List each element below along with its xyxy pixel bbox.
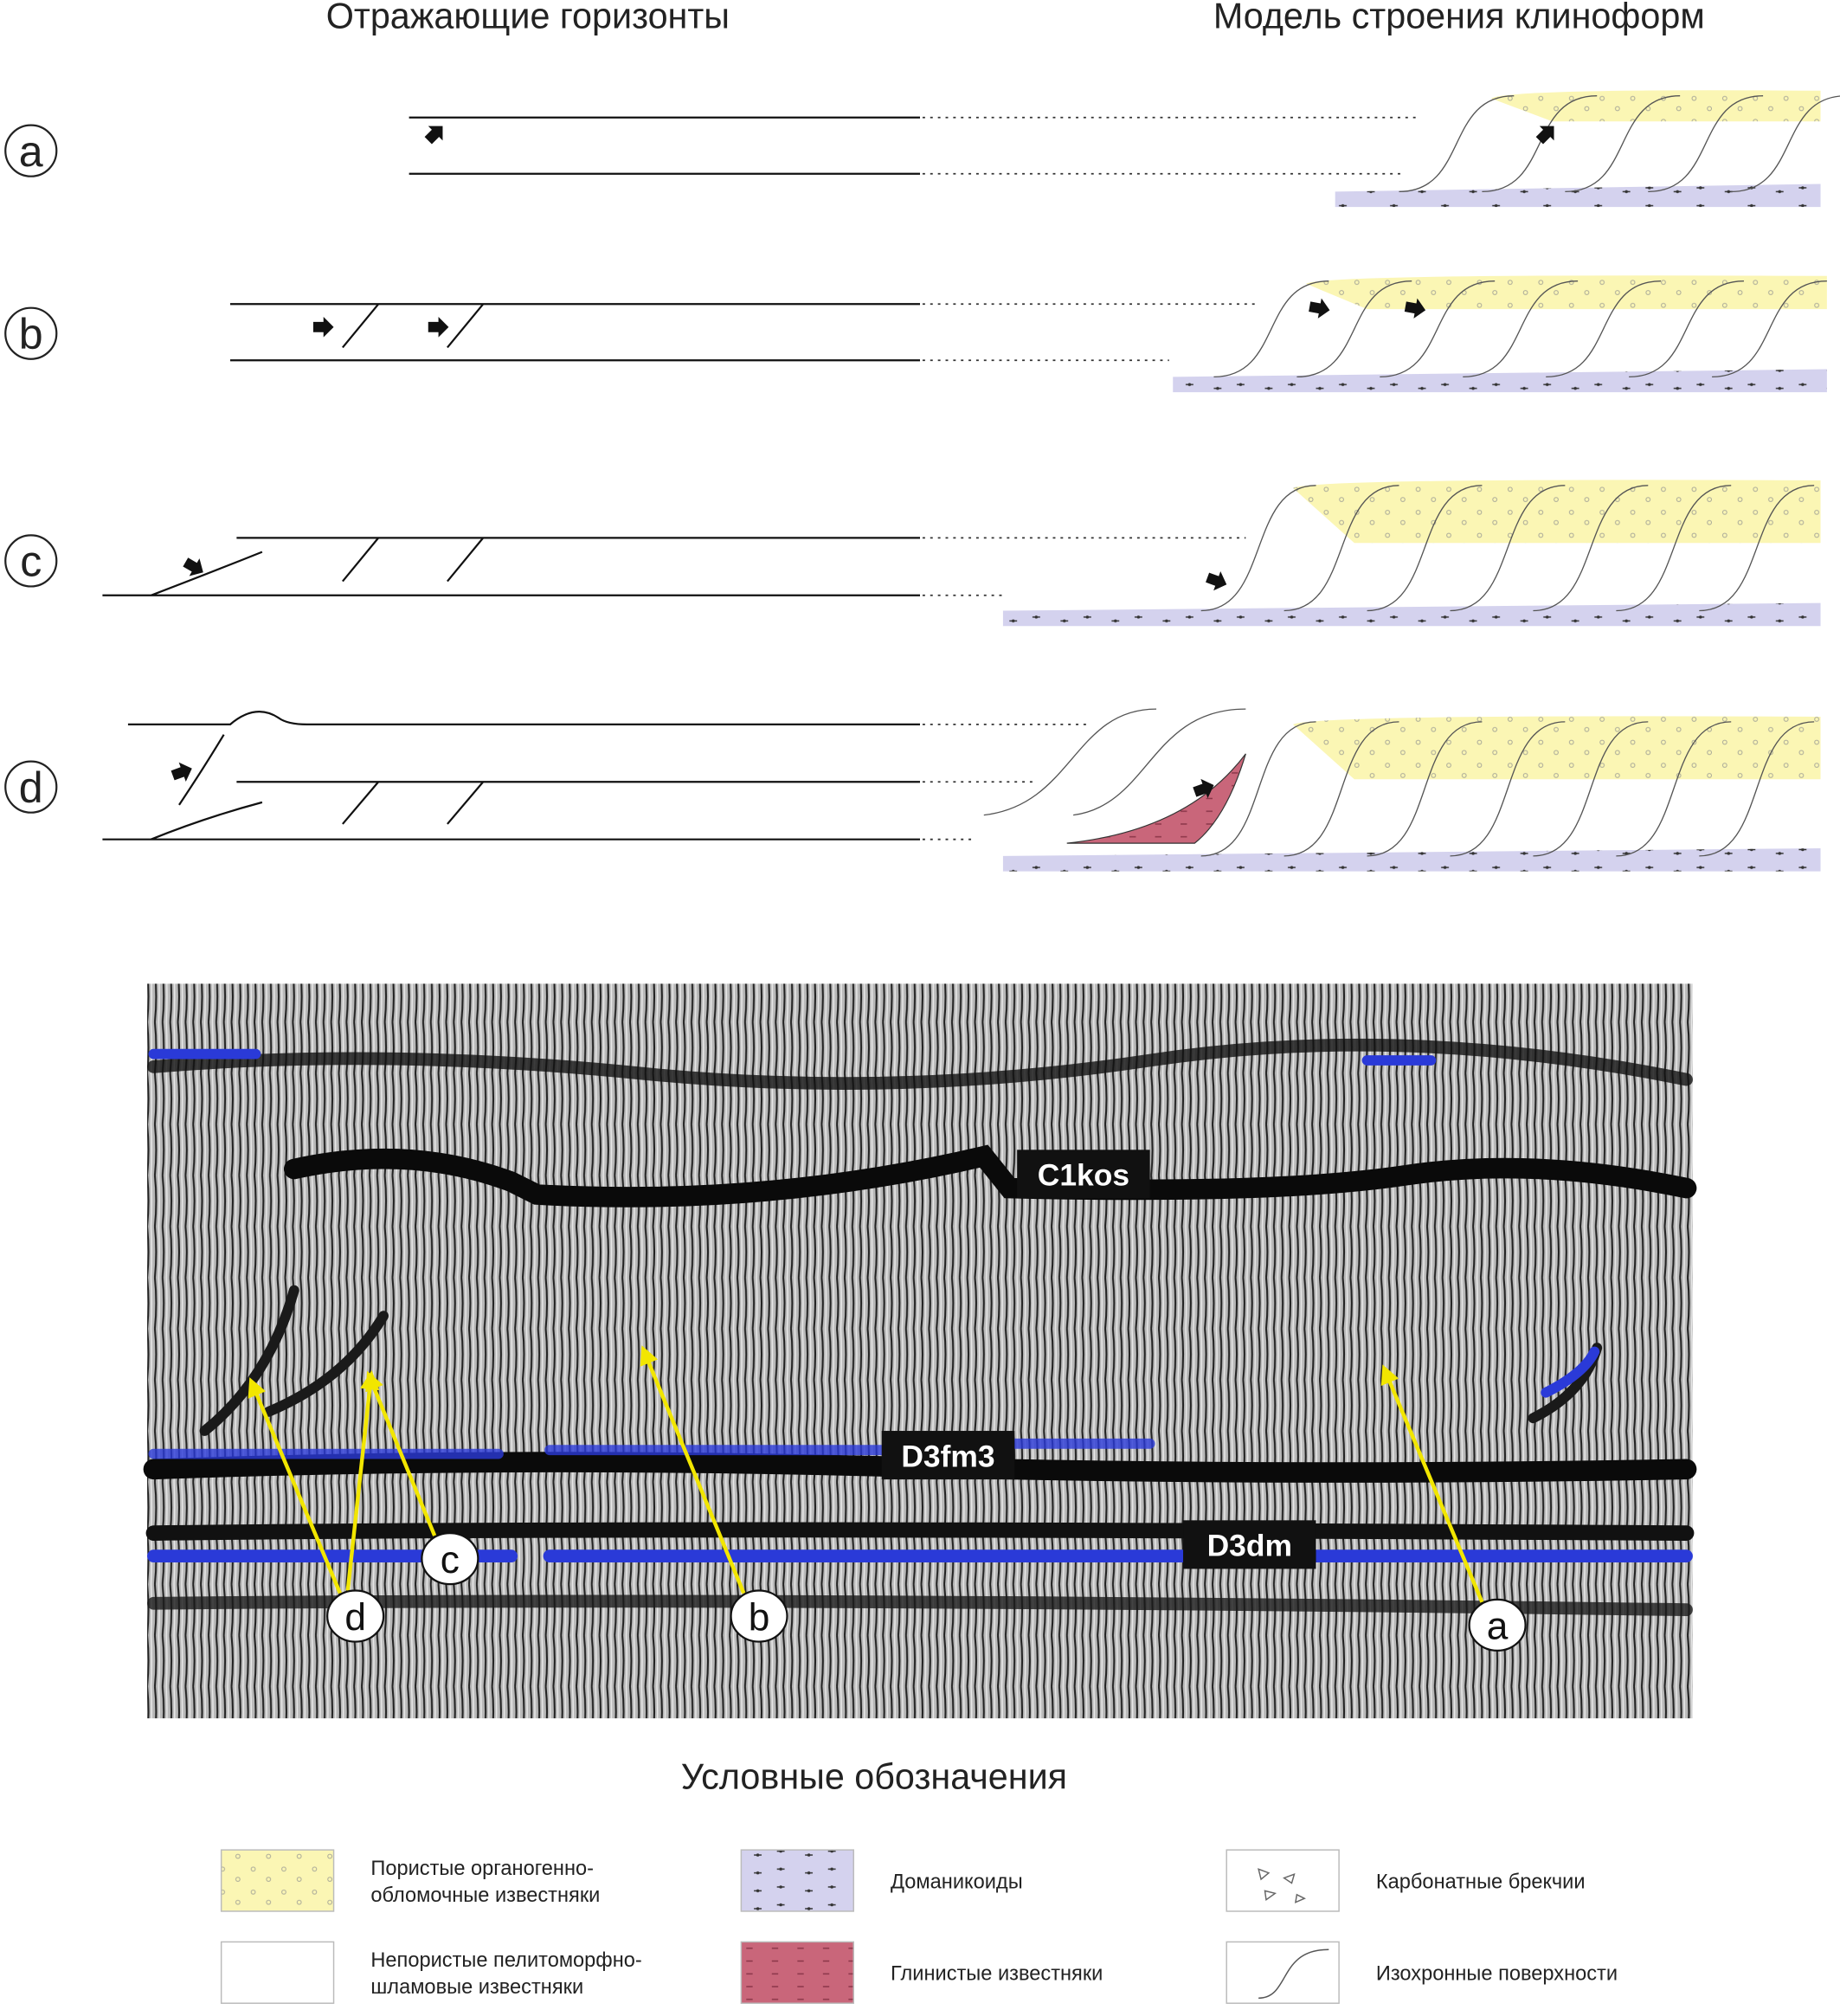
horizon-label: D3fm3 [901,1439,994,1473]
marker-label: b [749,1596,770,1639]
porous-limestone [1305,275,1827,310]
left-title: Отражающие горизонты [326,0,730,35]
right-title: Модель строения клиноформ [1213,0,1705,35]
isochron [1629,280,1744,378]
arrow [1309,298,1330,319]
legend-swatch [1226,1849,1340,1912]
arrow [312,317,334,338]
isochron [1482,95,1598,193]
isochron [1699,485,1815,612]
arrow [424,126,443,145]
legend-swatch [220,1941,335,2004]
isochron [1200,485,1316,612]
arrow [170,762,192,782]
horizon-label-bg [881,1431,1015,1480]
domanik [1173,369,1827,393]
marker-arrow [365,1370,437,1536]
isochron [1533,485,1649,612]
isochron [1367,485,1483,612]
marker-arrow [640,1345,746,1594]
isochron [983,708,1246,816]
isochron [1463,280,1579,378]
isochron [1533,721,1649,857]
isochron [1213,280,1329,378]
legend: Пористые органогенно-обломочные известня… [220,1849,1618,2004]
isochron [1200,721,1316,857]
legend-text: Доманикоиды [891,1871,1023,1893]
arrow [1404,298,1426,319]
isochron [1450,721,1566,857]
legend-swatch [740,1849,854,1912]
legend-text: Пористые органогенно- [370,1858,594,1880]
marker-label: a [1487,1606,1509,1648]
isochron [1380,280,1496,378]
legend-text: Непористые пелитоморфно- [370,1949,641,1972]
legend-text: Карбонатные брекчии [1376,1871,1586,1893]
breccia-icon [1258,1868,1307,1903]
marker-arrow [345,1369,380,1591]
isochron [1712,280,1827,378]
row-label: d [19,763,43,812]
legend-swatch [220,1849,335,1912]
isochron-icon [1258,1948,1329,2000]
seismic-labels: C1kos D3fm3 D3dm d c b a [248,1150,1527,1652]
marker-label: d [344,1596,366,1639]
horizon-label: D3dm [1207,1529,1292,1563]
row-circle [4,534,58,588]
row-circle [4,124,58,177]
porous-limestone [1292,716,1821,780]
arrow [428,317,449,338]
isochron [1699,721,1815,857]
isochron [1283,485,1399,612]
marker-circle [1468,1598,1527,1652]
arrow [183,557,203,576]
marker-arrow [1380,1364,1484,1603]
isochron [1731,95,1840,193]
marker-label: c [441,1539,460,1581]
row-label: b [19,310,43,358]
isochron [1399,95,1515,193]
seismic-section: C1kos D3fm3 D3dm d c b a [143,983,1697,1719]
isochron [1565,95,1681,193]
legend-text: обломочные известняки [370,1884,600,1907]
isochron [1283,721,1399,857]
clay-limestone [1066,753,1246,844]
legend-text: Глинистые известняки [891,1963,1103,1986]
isochron [1616,721,1732,857]
row-label: c [20,538,42,586]
isochron [1648,95,1764,193]
arrow [1206,571,1227,591]
arrow [1535,126,1554,145]
legend-text: шламовые известняки [370,1976,583,1999]
domanik [1002,848,1821,872]
isochron [1296,280,1412,378]
isochron [1367,721,1483,857]
horizon-label: C1kos [1038,1158,1129,1193]
legend-title: Условные обозначения [681,1756,1067,1796]
row-circle [4,760,58,814]
isochron [1546,280,1662,378]
marker-circle [421,1531,479,1586]
porous-limestone [1490,90,1821,122]
porous-limestone [1292,480,1821,544]
domanik [1335,184,1821,208]
isochron [1616,485,1732,612]
arrow [1193,778,1214,799]
marker-circle [730,1589,788,1643]
domanik [1002,602,1821,627]
row-circle [4,306,58,360]
horizon-label-bg [1183,1520,1316,1569]
horizon-sketches [102,116,920,841]
isochron [1450,485,1566,612]
row-label: a [19,127,43,176]
legend-text: Изохронные поверхности [1376,1963,1618,1986]
marker-circle [326,1589,385,1643]
clinoform-models [170,90,1840,872]
legend-swatch [740,1941,854,2004]
horizon-label-bg [1017,1150,1150,1199]
marker-arrow [248,1377,342,1594]
legend-swatch [1226,1941,1340,2004]
